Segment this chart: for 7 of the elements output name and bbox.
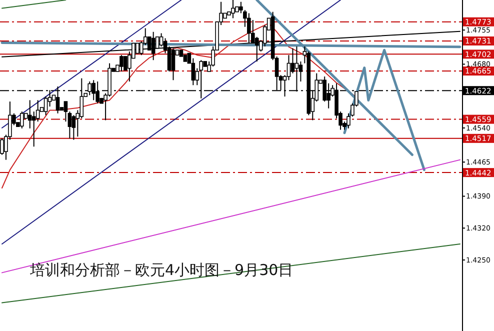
candlestick bbox=[254, 36, 259, 62]
candlestick bbox=[20, 111, 24, 129]
candlestick bbox=[120, 54, 124, 72]
candlestick bbox=[298, 60, 303, 82]
candlestick bbox=[92, 80, 96, 101]
candlestick bbox=[44, 96, 48, 116]
candlestick bbox=[231, 0, 235, 19]
